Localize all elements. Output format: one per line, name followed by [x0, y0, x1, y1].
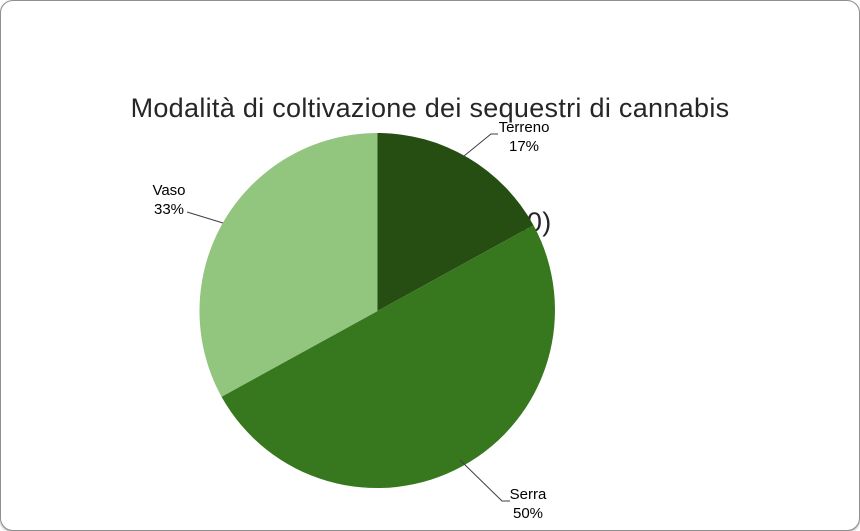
data-label-serra: Serra 50% [473, 485, 583, 523]
percent-label: 50% [512, 505, 544, 522]
leader-line-serra [459, 459, 510, 502]
leader-line-terreno [463, 133, 498, 157]
chart-title-line-1: Modalità di coltivazione dei sequestri d… [130, 93, 730, 123]
pie-plot-area [199, 133, 555, 489]
category-label: Vaso [152, 182, 186, 199]
pie-slice-terreno[interactable] [377, 133, 534, 311]
data-label-terreno: Terreno 17% [469, 118, 579, 156]
data-label-vaso: Vaso 33% [114, 181, 224, 219]
percent-label: 17% [508, 138, 540, 155]
pie-slice-serra[interactable] [221, 225, 555, 489]
category-label: Terreno [498, 119, 550, 136]
leader-line-vaso [186, 211, 224, 224]
pie-slice-vaso[interactable] [199, 133, 378, 397]
category-label: Serra [509, 486, 547, 503]
percent-label: 33% [153, 201, 185, 218]
